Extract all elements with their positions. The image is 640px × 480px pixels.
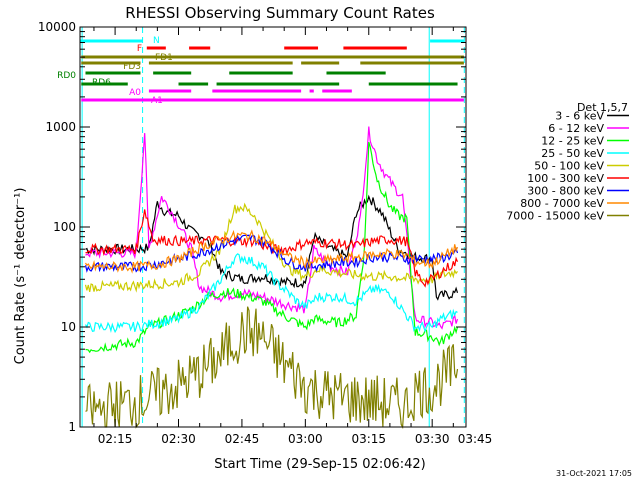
footer-timestamp: 31-Oct-2021 17:05 — [556, 469, 632, 478]
legend-label-0: 3 - 6 keV — [555, 110, 604, 123]
axes-layer: N F FD1 FD3 RD0 RD6 A0 A1 02:15 02:30 02:45 03:00 03… — [38, 20, 492, 446]
series-line-8 — [85, 306, 459, 430]
x-tick-label-5: 03:30 — [415, 432, 450, 446]
x-tick-label-0: 02:15 — [98, 432, 133, 446]
y-axis-label: Count Rate (s⁻¹ detector⁻¹) — [13, 188, 28, 365]
series-line-3 — [84, 253, 458, 334]
chart-title: RHESSI Observing Summary Count Rates — [125, 4, 435, 22]
y-tick-label-3: 1000 — [45, 120, 76, 134]
legend-label-8: 7000 - 15000 keV — [506, 210, 604, 223]
flag-label-6: A0 — [129, 88, 141, 98]
x-tick-label-1: 02:30 — [161, 432, 196, 446]
y-tick-label-0: 1 — [68, 420, 76, 434]
flag-label-5: RD6 — [92, 78, 111, 88]
x-tick-label-6: 03:45 — [458, 432, 493, 446]
flag-label-1: F — [137, 44, 142, 54]
flag-label-7: A1 — [151, 96, 163, 106]
legend-label-1: 6 - 12 keV — [548, 122, 604, 135]
x-axis-label: Start Time (29-Sep-15 02:06:42) — [214, 457, 425, 472]
y-tick-label-1: 10 — [61, 320, 76, 334]
y-tick-label-4: 10000 — [38, 20, 76, 34]
flag-label-4: RD0 — [57, 71, 76, 81]
legend-label-2: 12 - 25 keV — [541, 135, 604, 148]
y-tick-label-2: 100 — [53, 220, 76, 234]
series-line-0 — [85, 194, 459, 301]
flag-label-2: FD1 — [155, 53, 173, 63]
x-tick-label-4: 03:15 — [351, 432, 386, 446]
series-line-1 — [85, 126, 459, 330]
legend-label-4: 50 - 100 keV — [534, 160, 604, 173]
series-line-5 — [85, 209, 459, 288]
x-tick-label-3: 03:00 — [288, 432, 323, 446]
flag-label-3: FD3 — [123, 62, 141, 72]
x-tick-label-2: 02:45 — [225, 432, 260, 446]
legend-label-7: 800 - 7000 keV — [520, 197, 604, 210]
legend-title: Det 1,5,7 — [577, 101, 628, 114]
legend-label-3: 25 - 50 keV — [541, 147, 604, 160]
flag-label-0: N — [153, 36, 160, 46]
legend-label-5: 100 - 300 keV — [527, 172, 604, 185]
legend-label-6: 300 - 800 keV — [527, 185, 604, 198]
series-line-7 — [84, 229, 459, 274]
